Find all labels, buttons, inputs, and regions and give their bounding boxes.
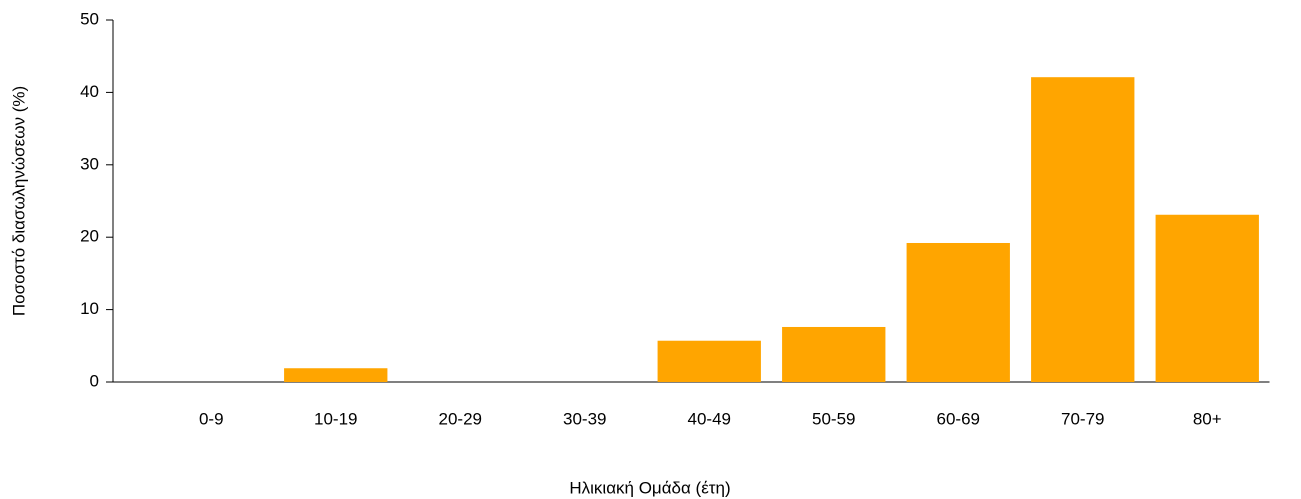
x-tick-label: 60-69 <box>937 409 980 428</box>
x-tick-label: 0-9 <box>199 409 224 428</box>
y-tick-label: 10 <box>80 299 99 318</box>
y-tick-label: 40 <box>80 82 99 101</box>
y-tick-label: 0 <box>90 371 99 390</box>
x-tick-label: 50-59 <box>812 409 855 428</box>
bar <box>782 326 886 382</box>
bar <box>1031 77 1135 383</box>
bar <box>906 242 1010 382</box>
x-tick-label: 20-29 <box>439 409 482 428</box>
x-tick-label: 70-79 <box>1061 409 1104 428</box>
x-tick-label: 80+ <box>1193 409 1222 428</box>
y-tick-label: 20 <box>80 227 99 246</box>
x-tick-label: 30-39 <box>563 409 606 428</box>
x-tick-label: 10-19 <box>314 409 357 428</box>
bar <box>657 340 761 382</box>
x-tick-label: 40-49 <box>688 409 731 428</box>
bar <box>1155 214 1259 382</box>
y-tick-label: 50 <box>80 9 99 28</box>
y-tick-label: 30 <box>80 154 99 173</box>
bar <box>284 368 388 382</box>
y-axis-title: Ποσοστό διασωληνώσεων (%) <box>9 86 28 316</box>
x-axis-title: Ηλικιακή Ομάδα (έτη) <box>569 478 730 497</box>
